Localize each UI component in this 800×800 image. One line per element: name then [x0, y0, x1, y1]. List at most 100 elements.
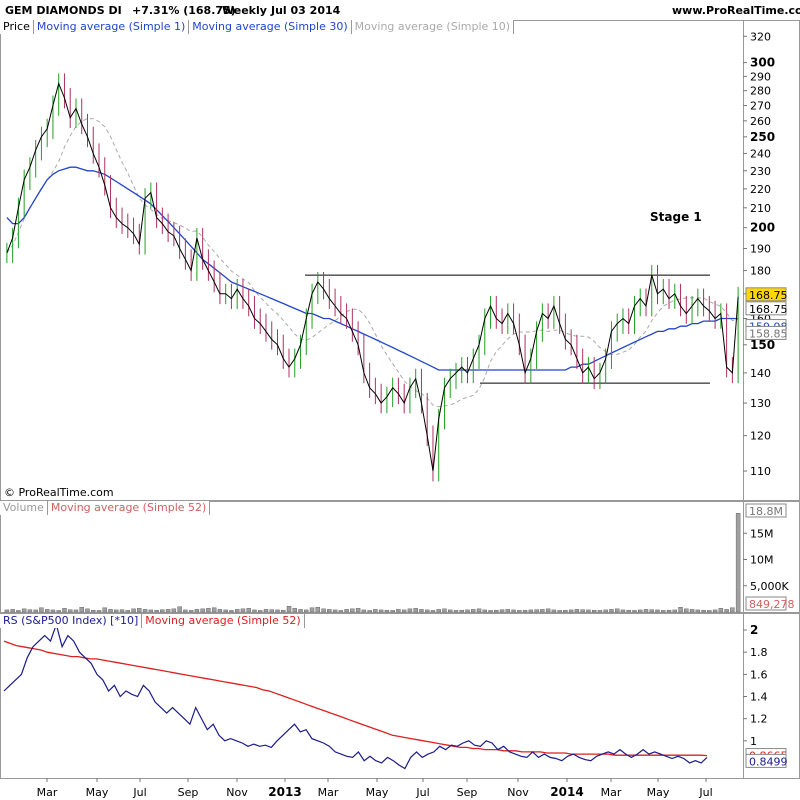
x-tick-label: 2014: [550, 785, 583, 799]
volume-bar: [39, 607, 44, 613]
sma1-value-tag: 168.75: [749, 303, 788, 316]
rs-tick-label: 1.8: [750, 646, 768, 659]
volume-bar: [666, 609, 672, 613]
volume-bar: [33, 609, 38, 613]
volume-bar: [332, 609, 338, 613]
volume-bar: [603, 609, 608, 613]
last-price-tag: 168.75: [749, 289, 788, 302]
vol-ma-tag-box: [745, 596, 787, 611]
sma10-value-tag: 158.85: [749, 327, 788, 340]
volume-bar: [361, 609, 367, 613]
volume-bar: [304, 609, 309, 613]
volume-bar: [263, 609, 269, 613]
volume-bar: [419, 609, 424, 613]
x-tick-label: Mar: [318, 786, 339, 799]
last-price-tag-box: [745, 287, 787, 302]
legend-vol-ma[interactable]: Moving average (Simple 52): [47, 501, 211, 515]
price-tick-label: 190: [750, 243, 771, 256]
price-tick-label: 320: [750, 30, 771, 43]
rs-value-tag: 0.8499: [749, 755, 788, 768]
price-tick-label: 220: [750, 183, 771, 196]
volume-bar: [499, 609, 505, 613]
volume-bar: [229, 610, 234, 613]
volume-bar: [701, 609, 706, 613]
volume-bar: [114, 609, 119, 613]
volume-bar: [730, 607, 735, 613]
volume-bar: [580, 609, 585, 613]
volume-bar: [678, 607, 683, 613]
volume-bar: [707, 610, 712, 613]
volume-bar: [73, 609, 79, 613]
volume-bar: [344, 609, 349, 613]
volume-bar: [102, 607, 107, 613]
volume-bar: [234, 609, 240, 613]
volume-bar: [125, 610, 131, 613]
volume-bar: [597, 610, 603, 613]
last-volume-tag: 18.8M: [749, 505, 783, 518]
volume-bar: [56, 610, 61, 613]
x-tick-label: May: [366, 786, 389, 799]
volume-bar: [165, 609, 171, 613]
volume-bar: [448, 609, 453, 613]
volume-bar: [424, 609, 430, 613]
x-tick-label: Jul: [698, 786, 712, 799]
volume-bar: [338, 610, 344, 613]
legend-price[interactable]: Price: [0, 20, 34, 34]
volume-bar: [378, 609, 384, 613]
volume-bar: [27, 609, 33, 613]
x-tick-label: May: [86, 786, 109, 799]
sma1-line: [6, 81, 739, 472]
price-tick-label: 230: [750, 165, 771, 178]
price-tick-label: 270: [750, 99, 771, 112]
volume-panel: [0, 501, 800, 613]
volume-bar: [10, 609, 15, 613]
legend-sma30[interactable]: Moving average (Simple 30): [189, 20, 352, 34]
volume-bar: [62, 608, 67, 613]
volume-tick-label: 10M: [750, 554, 774, 567]
legend-sma10[interactable]: Moving average (Simple 10): [351, 20, 515, 34]
volume-bar: [586, 609, 591, 613]
sma10-line: [6, 117, 739, 408]
volume-bar: [609, 609, 614, 613]
price-change: +7.31% (168.75): [132, 4, 236, 17]
legend-sma1[interactable]: Moving average (Simple 1): [33, 20, 190, 34]
volume-bar: [413, 608, 418, 613]
price-tick-label: 280: [750, 85, 771, 98]
rs-legend: RS (S&P500 Index) [*10] Moving average (…: [0, 614, 305, 628]
volume-bar: [453, 610, 459, 613]
price-tick-label: 240: [750, 147, 771, 160]
volume-bar: [211, 607, 217, 613]
volume-bar: [79, 607, 84, 613]
volume-bar: [430, 610, 436, 613]
legend-rs-ma[interactable]: Moving average (Simple 52): [142, 614, 305, 628]
last-volume-tag-box: [745, 503, 787, 518]
rs-tick-label: 1.6: [750, 668, 768, 681]
sma30-line: [6, 166, 739, 371]
volume-bar: [44, 609, 50, 613]
legend-rs[interactable]: RS (S&P500 Index) [*10]: [0, 614, 143, 628]
copyright-label: © ProRealTime.com: [4, 486, 114, 499]
x-tick-label: 2013: [268, 785, 301, 799]
volume-bar: [154, 609, 159, 613]
price-tick-label: 140: [750, 367, 771, 380]
legend-volume[interactable]: Volume: [0, 501, 48, 515]
volume-bar: [626, 609, 631, 613]
volume-bar: [735, 513, 741, 613]
volume-bar: [407, 608, 413, 613]
x-tick-label: Mar: [37, 786, 58, 799]
volume-bar: [672, 609, 678, 613]
price-tick-label: 200: [750, 221, 775, 235]
vol-ma-tag: 849,278: [749, 598, 795, 611]
price-tick-label: 130: [750, 397, 771, 410]
volume-bar: [258, 610, 263, 613]
rs-tick-label: 1.2: [750, 713, 768, 726]
volume-bar: [217, 609, 223, 613]
volume-bar: [522, 609, 528, 613]
x-tick-label: Jul: [415, 786, 429, 799]
rs-tick-label: 2: [750, 623, 758, 637]
volume-bar: [551, 609, 557, 613]
website-label: www.ProRealTime.com: [672, 4, 800, 17]
volume-bar: [367, 610, 372, 613]
volume-bar: [252, 609, 257, 613]
